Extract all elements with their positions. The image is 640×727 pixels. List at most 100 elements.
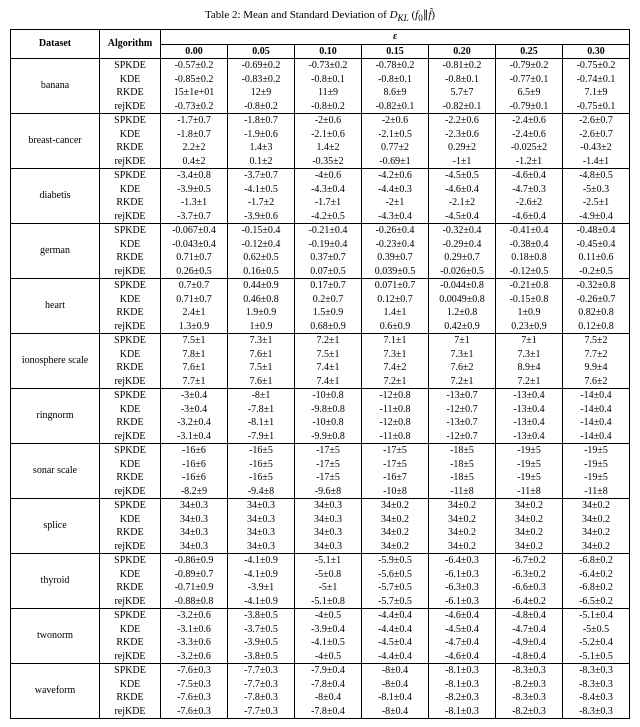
value-cell: -4.6±0.4 — [496, 210, 563, 224]
algorithm-cell: KDE — [100, 183, 161, 197]
algorithm-cell: RKDE — [100, 581, 161, 595]
value-cell: 0.071±0.7 — [362, 279, 429, 293]
value-cell: 0.68±0.9 — [295, 320, 362, 334]
value-cell: -0.32±0.8 — [563, 279, 630, 293]
value-cell: -6.4±0.2 — [496, 595, 563, 609]
value-cell: 1±0.9 — [496, 306, 563, 320]
table-row: rejKDE1.3±0.91±0.90.68±0.90.6±0.90.42±0.… — [11, 320, 630, 334]
value-cell: -0.41±0.4 — [496, 224, 563, 238]
value-cell: -3.9±0.4 — [295, 623, 362, 637]
value-cell: -7.8±1 — [228, 403, 295, 417]
value-cell: -2±1 — [362, 196, 429, 210]
value-cell: -7.8±0.3 — [228, 691, 295, 705]
table-row: diabetisSPKDE-3.4±0.8-3.7±0.7-4±0.6-4.2±… — [11, 169, 630, 183]
value-cell: -6.3±0.2 — [496, 568, 563, 582]
value-cell: 0.12±0.7 — [362, 293, 429, 307]
value-cell: 1.4±2 — [295, 141, 362, 155]
table-row: sonar scaleSPKDE-16±6-16±5-17±5-17±5-18±… — [11, 444, 630, 458]
algorithm-cell: SPKDE — [100, 114, 161, 128]
value-cell: -9.6±8 — [295, 485, 362, 499]
table-row: thyroidSPKDE-0.86±0.9-4.1±0.9-5.1±1-5.9±… — [11, 554, 630, 568]
table-row: KDE34±0.334±0.334±0.334±0.234±0.234±0.23… — [11, 513, 630, 527]
value-cell: 7.6±2 — [429, 361, 496, 375]
value-cell: 7.2±1 — [295, 334, 362, 348]
value-cell: -2.5±1 — [563, 196, 630, 210]
value-cell: -0.8±0.1 — [429, 73, 496, 87]
value-cell: 0.71±0.7 — [161, 251, 228, 265]
value-cell: -16±5 — [228, 471, 295, 485]
value-cell: -0.8±0.1 — [295, 73, 362, 87]
value-cell: -11±0.8 — [362, 403, 429, 417]
header-eps-3: 0.15 — [362, 44, 429, 59]
value-cell: 34±0.3 — [295, 513, 362, 527]
table-row: rejKDE-0.73±0.2-0.8±0.2-0.8±0.2-0.82±0.1… — [11, 100, 630, 114]
algorithm-cell: RKDE — [100, 471, 161, 485]
value-cell: 0.62±0.5 — [228, 251, 295, 265]
value-cell: -0.88±0.8 — [161, 595, 228, 609]
value-cell: -0.044±0.8 — [429, 279, 496, 293]
value-cell: -9.9±0.8 — [295, 430, 362, 444]
value-cell: -0.15±0.8 — [496, 293, 563, 307]
value-cell: 34±0.2 — [429, 526, 496, 540]
value-cell: -3.4±0.8 — [161, 169, 228, 183]
value-cell: 0.37±0.7 — [295, 251, 362, 265]
algorithm-cell: KDE — [100, 73, 161, 87]
value-cell: -4.1±0.9 — [228, 554, 295, 568]
value-cell: 0.39±0.7 — [362, 251, 429, 265]
value-cell: 7.6±1 — [228, 375, 295, 389]
value-cell: -8.1±1 — [228, 416, 295, 430]
value-cell: -13±0.4 — [496, 403, 563, 417]
dataset-cell: german — [11, 224, 100, 279]
algorithm-cell: KDE — [100, 348, 161, 362]
table-row: spliceSPKDE34±0.334±0.334±0.334±0.234±0.… — [11, 499, 630, 513]
value-cell: -8.3±0.3 — [496, 691, 563, 705]
value-cell: -4.8±0.4 — [496, 609, 563, 623]
algorithm-cell: SPKDE — [100, 279, 161, 293]
value-cell: -3.9±0.5 — [161, 183, 228, 197]
algorithm-cell: rejKDE — [100, 650, 161, 664]
value-cell: 7.5±1 — [228, 361, 295, 375]
value-cell: -10±0.8 — [295, 416, 362, 430]
value-cell: -7.6±0.3 — [161, 664, 228, 678]
table-row: RKDE-3.2±0.4-8.1±1-10±0.8-12±0.8-13±0.7-… — [11, 416, 630, 430]
algorithm-cell: rejKDE — [100, 320, 161, 334]
value-cell: -6.8±0.2 — [563, 581, 630, 595]
value-cell: 34±0.3 — [295, 526, 362, 540]
value-cell: 0.2±0.7 — [295, 293, 362, 307]
value-cell: -0.38±0.4 — [496, 238, 563, 252]
value-cell: 1.5±0.9 — [295, 306, 362, 320]
value-cell: 0.6±0.9 — [362, 320, 429, 334]
table-row: bananaSPKDE-0.57±0.2-0.69±0.2-0.73±0.2-0… — [11, 59, 630, 73]
value-cell: 0.29±2 — [429, 141, 496, 155]
table-row: rejKDE0.26±0.50.16±0.50.07±0.50.039±0.5-… — [11, 265, 630, 279]
value-cell: -4.6±0.4 — [429, 650, 496, 664]
table-row: rejKDE-3.1±0.4-7.9±1-9.9±0.8-11±0.8-12±0… — [11, 430, 630, 444]
header-eps-4: 0.20 — [429, 44, 496, 59]
value-cell: 34±0.3 — [228, 540, 295, 554]
value-cell: 0.12±0.8 — [563, 320, 630, 334]
algorithm-cell: SPKDE — [100, 169, 161, 183]
value-cell: -1.3±1 — [161, 196, 228, 210]
header-dataset: Dataset — [11, 30, 100, 59]
value-cell: 7.3±1 — [228, 334, 295, 348]
value-cell: -13±0.4 — [496, 389, 563, 403]
algorithm-cell: rejKDE — [100, 485, 161, 499]
value-cell: -10±0.8 — [295, 389, 362, 403]
value-cell: 34±0.2 — [429, 540, 496, 554]
value-cell: 0.23±0.9 — [496, 320, 563, 334]
algorithm-cell: RKDE — [100, 361, 161, 375]
value-cell: -0.57±0.2 — [161, 59, 228, 73]
value-cell: -3±0.4 — [161, 389, 228, 403]
algorithm-cell: RKDE — [100, 141, 161, 155]
value-cell: 0.46±0.8 — [228, 293, 295, 307]
value-cell: 7.1±1 — [362, 334, 429, 348]
value-cell: -4.6±0.4 — [429, 183, 496, 197]
value-cell: 34±0.3 — [228, 499, 295, 513]
value-cell: -0.73±0.2 — [295, 59, 362, 73]
value-cell: 0.42±0.9 — [429, 320, 496, 334]
value-cell: 12±9 — [228, 86, 295, 100]
value-cell: -8.1±0.3 — [429, 705, 496, 719]
value-cell: 34±0.2 — [496, 526, 563, 540]
header-eps-1: 0.05 — [228, 44, 295, 59]
value-cell: -0.32±0.4 — [429, 224, 496, 238]
